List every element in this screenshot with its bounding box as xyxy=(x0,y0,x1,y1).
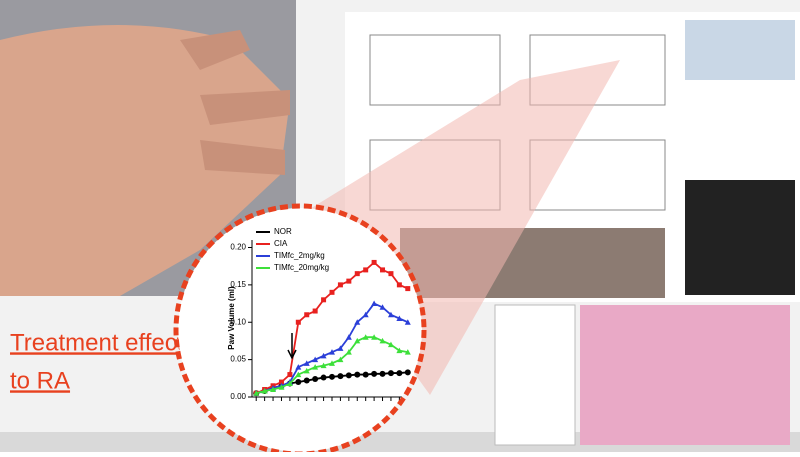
point xyxy=(320,374,327,381)
point xyxy=(337,356,344,363)
point xyxy=(405,286,411,292)
point xyxy=(329,360,335,366)
point xyxy=(337,373,344,380)
point xyxy=(337,282,343,288)
point xyxy=(396,282,402,288)
point xyxy=(295,364,302,370)
point xyxy=(387,341,394,348)
point xyxy=(388,271,394,277)
point xyxy=(379,370,386,377)
point xyxy=(320,352,327,359)
y-tick-label: 0.05 xyxy=(230,355,246,364)
point xyxy=(404,319,411,325)
point xyxy=(354,371,361,378)
y-tick-label: 0.15 xyxy=(230,280,246,289)
legend-label: TIMfc_2mg/kg xyxy=(274,251,325,260)
point xyxy=(354,271,360,277)
point xyxy=(387,311,394,318)
point xyxy=(303,377,310,384)
point xyxy=(371,334,378,340)
point xyxy=(354,337,361,344)
point xyxy=(303,360,310,366)
point xyxy=(287,372,293,378)
point xyxy=(379,337,386,344)
point xyxy=(371,259,377,265)
zoom-chart: 0.00 0.05 0.10 0.15 0.20 Paw Volume (ml) NOR CI… xyxy=(227,227,412,401)
point xyxy=(312,356,319,363)
point xyxy=(278,384,285,390)
point xyxy=(270,386,277,393)
point xyxy=(253,390,260,396)
point xyxy=(371,300,378,307)
point xyxy=(345,372,352,379)
point xyxy=(371,370,378,377)
point xyxy=(321,297,327,303)
point xyxy=(303,367,310,374)
point xyxy=(295,379,302,386)
legend-label: NOR xyxy=(274,227,292,236)
point xyxy=(380,267,386,273)
y-tick-label: 0.20 xyxy=(230,243,246,252)
point xyxy=(329,349,335,355)
point xyxy=(404,349,411,355)
point xyxy=(354,319,361,325)
point xyxy=(387,370,394,377)
y-tick-label: 0.00 xyxy=(230,392,246,401)
point xyxy=(329,289,335,295)
point xyxy=(312,364,319,370)
point xyxy=(396,315,403,321)
start-arrow xyxy=(287,333,297,360)
point xyxy=(396,370,403,377)
point xyxy=(362,334,369,340)
hand-photo xyxy=(0,0,296,296)
point xyxy=(345,334,352,340)
zoom-circle xyxy=(178,208,422,452)
point xyxy=(295,319,301,325)
legend-label: TIMfc_20mg/kg xyxy=(274,263,329,272)
point xyxy=(286,380,293,387)
point xyxy=(346,278,352,284)
y-tick-label: 0.10 xyxy=(230,317,246,326)
slide-title-line: Treatment effect xyxy=(10,329,184,356)
point xyxy=(404,369,411,376)
legend-label: CIA xyxy=(274,239,288,248)
point xyxy=(320,362,327,369)
point xyxy=(312,376,319,383)
point xyxy=(312,308,318,314)
point xyxy=(345,349,352,355)
y-axis-label: Paw Volume (ml) xyxy=(227,286,236,350)
point xyxy=(337,345,344,351)
slide-title-line: to RA xyxy=(10,367,70,394)
point xyxy=(362,311,369,318)
point xyxy=(379,304,386,310)
point xyxy=(304,312,310,318)
point xyxy=(295,371,302,378)
point xyxy=(362,371,369,378)
point xyxy=(396,347,403,354)
point xyxy=(278,379,284,385)
point xyxy=(329,373,335,380)
point xyxy=(363,267,369,273)
point xyxy=(261,388,268,394)
